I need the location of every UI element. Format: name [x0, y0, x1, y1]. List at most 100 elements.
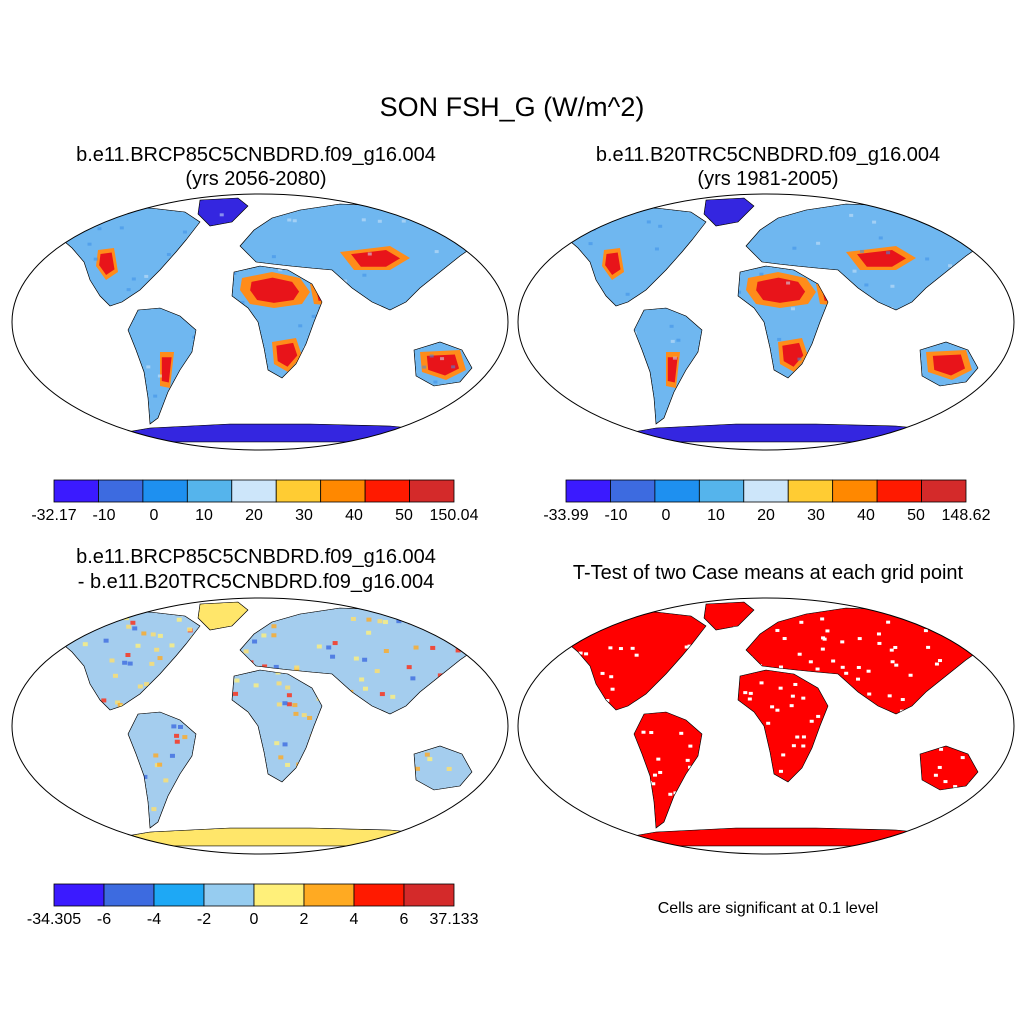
grid-cell [960, 756, 965, 760]
grid-cell [169, 643, 175, 648]
grid-cell [933, 773, 938, 777]
colorbar-label: -34.305 [27, 911, 81, 928]
grid-cell [872, 220, 877, 224]
grid-cell [556, 230, 561, 234]
grid-cell [61, 635, 67, 640]
grid-cell [362, 657, 368, 662]
grid-cell [326, 645, 332, 650]
grid-cell [377, 619, 383, 624]
grid-cell [926, 645, 931, 649]
grid-cell [293, 711, 299, 716]
map-frame [11, 597, 509, 855]
grid-cell [867, 692, 872, 696]
grid-cell [379, 692, 385, 697]
colorbar-label: 0 [662, 507, 671, 524]
grid-cell [934, 662, 939, 666]
grid-cell [799, 620, 804, 624]
grid-cell [330, 654, 336, 659]
grid-cell [97, 227, 102, 231]
colorbar-label: 37.133 [430, 911, 479, 928]
grid-cell [679, 731, 684, 735]
grid-cell [588, 242, 593, 246]
grid-cell [396, 619, 402, 624]
grid-cell [831, 659, 836, 663]
grid-cell [243, 649, 249, 654]
grid-cell [278, 755, 284, 760]
colorbar-swatch [698, 479, 745, 503]
grid-cell [82, 821, 88, 826]
grid-cell [770, 705, 775, 709]
grid-cell [893, 645, 898, 649]
grid-cell [276, 681, 282, 686]
colorbar-label: 50 [907, 507, 925, 524]
grid-cell [658, 770, 663, 774]
grid-cell [142, 774, 148, 779]
grid-cell [584, 225, 589, 229]
grid-cell [857, 637, 862, 641]
grid-cell [274, 741, 280, 746]
grid-cell [93, 257, 98, 261]
grid-cell [430, 645, 436, 650]
land-antarctica [39, 423, 481, 443]
grid-cell [656, 757, 661, 761]
grid-cell [422, 365, 427, 369]
grid-cell [53, 634, 59, 639]
grid-cell [262, 664, 268, 669]
grid-cell [141, 631, 147, 636]
grid-cell [261, 633, 267, 638]
grid-cell [743, 691, 748, 695]
colorbar-label: 0 [150, 507, 159, 524]
grid-cell [630, 646, 635, 650]
colorbar-swatch [53, 883, 105, 907]
grid-cell [801, 744, 806, 748]
colorbar-swatch [320, 479, 366, 503]
panel-2-title-line1: b.e11.B20TRC5CNBDRD.f09_g16.004 [595, 144, 941, 166]
grid-cell [610, 687, 615, 691]
grid-cell [790, 694, 795, 698]
grid-cell [119, 226, 124, 230]
grid-cell [825, 629, 830, 633]
grid-cell [789, 704, 794, 708]
grid-cell [287, 218, 292, 222]
grid-cell [886, 620, 891, 624]
grid-cell [75, 821, 81, 826]
grid-cell [793, 682, 798, 686]
grid-cell [840, 665, 845, 669]
grid-cell [777, 337, 782, 341]
colorbar-swatch [103, 883, 155, 907]
grid-cell [446, 766, 452, 771]
grid-cell [366, 617, 372, 622]
colorbar-panel-2: -33.99 -10 0 10 20 30 40 50 148.62 [543, 479, 991, 524]
panel-3-title-line2: - b.e11.B20TRC5CNBDRD.f09_g16.004 [77, 571, 435, 593]
colorbar-label: -6 [97, 911, 111, 928]
colorbar-label: -10 [604, 507, 627, 524]
grid-cell [311, 314, 316, 318]
grid-cell [286, 693, 292, 698]
grid-cell [271, 633, 277, 638]
grid-cell [285, 685, 291, 690]
hot-region [667, 357, 678, 383]
grid-cell [816, 714, 821, 718]
grid-cell [219, 213, 224, 217]
map-frame [517, 193, 1015, 451]
grid-cell [856, 677, 861, 681]
grid-cell [877, 641, 882, 645]
hot-region [932, 354, 966, 376]
panel-1-title-line2: (yrs 2056-2080) [185, 168, 327, 190]
colorbar-swatch [787, 479, 834, 503]
colorbar-label: 150.04 [430, 507, 479, 524]
grid-cell [271, 255, 276, 259]
panel-4-title: T-Test of two Case means at each grid po… [572, 562, 964, 584]
grid-cell [658, 224, 663, 228]
grid-cell [87, 242, 92, 246]
grid-cell [451, 365, 456, 369]
colorbar-label: -32.17 [31, 507, 76, 524]
grid-cell [126, 288, 131, 292]
grid-cell [232, 271, 237, 275]
grid-cell [844, 671, 849, 675]
grid-cell [174, 733, 180, 738]
grid-cell [132, 626, 138, 631]
grid-cell [860, 249, 865, 253]
grid-cell [137, 684, 143, 689]
grid-cell [131, 277, 136, 281]
